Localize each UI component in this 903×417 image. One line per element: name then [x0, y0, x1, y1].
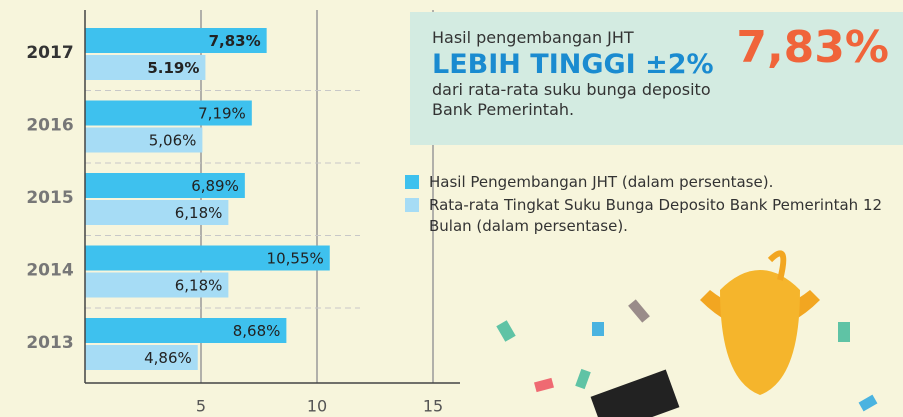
data-label: 6,89% [191, 177, 239, 195]
legend-item: Rata-rata Tingkat Suku Bunga Deposito Ba… [405, 195, 903, 237]
legend-item: Hasil Pengembangan JHT (dalam persentase… [405, 172, 903, 193]
y-tick-label: 2015 [26, 188, 73, 208]
callout-detail: dari rata-rata suku bunga deposito Bank … [432, 80, 711, 119]
data-label: 6,18% [175, 277, 223, 295]
x-tick-label: 5 [196, 397, 206, 416]
y-tick-label: 2016 [26, 116, 73, 136]
legend-label: Rata-rata Tingkat Suku Bunga Deposito Ba… [429, 196, 883, 235]
data-label: 7,19% [198, 105, 246, 123]
bar [85, 100, 252, 126]
y-tick-label: 2014 [26, 261, 73, 281]
legend-label: Hasil Pengembangan JHT (dalam persentase… [429, 173, 774, 191]
callout: Hasil pengembangan JHT LEBIH TINGGI ±2% … [410, 12, 903, 145]
bar [85, 28, 267, 53]
bar [85, 318, 287, 343]
callout-headline: LEBIH TINGGI ±2% [432, 49, 714, 80]
callout-intro: Hasil pengembangan JHT [432, 28, 634, 47]
data-label: 5.19% [147, 59, 199, 77]
data-label: 7,83% [209, 32, 261, 50]
data-label: 10,55% [267, 250, 324, 268]
legend: Hasil Pengembangan JHT (dalam persentase… [405, 172, 903, 239]
data-label: 6,18% [175, 204, 223, 222]
x-tick-label: 15 [423, 397, 443, 416]
y-tick-label: 2017 [26, 43, 73, 63]
callout-value: 7,83% [736, 22, 889, 73]
x-tick-label: 10 [307, 397, 327, 416]
legend-swatch [405, 175, 419, 189]
bar [85, 127, 203, 153]
data-label: 8,68% [233, 322, 281, 340]
data-label: 5,06% [149, 132, 197, 150]
y-tick-label: 2013 [26, 333, 73, 353]
bar [85, 200, 229, 225]
legend-swatch [405, 198, 419, 212]
bar [85, 55, 206, 80]
bar [85, 272, 229, 298]
decoration [496, 250, 878, 417]
bar [85, 245, 330, 271]
bar [85, 345, 198, 370]
data-label: 4,86% [144, 349, 192, 367]
bar [85, 173, 245, 198]
